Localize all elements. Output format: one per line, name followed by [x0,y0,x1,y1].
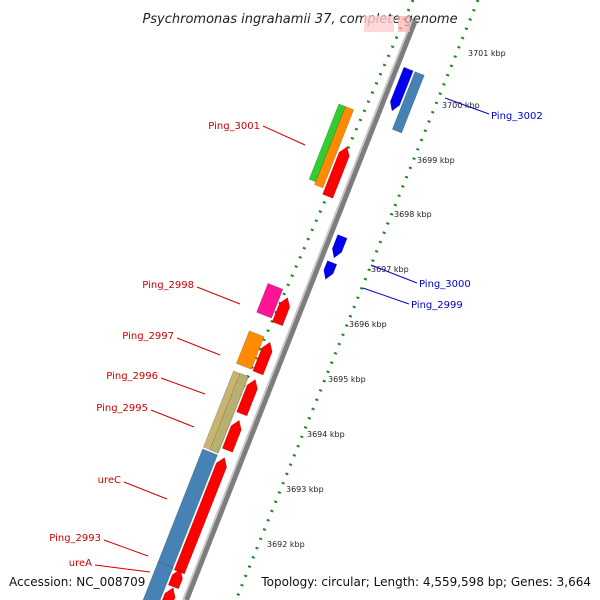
label-leader-line [160,377,206,395]
gene-feature-cds_fwd [271,297,291,327]
gene-features [142,66,425,600]
tick-label: 3696 kbp [349,320,387,329]
gene-feature-cds_fwd [173,457,228,575]
gene-label[interactable]: Ping_2996 [106,371,158,382]
tick-label: 3699 kbp [417,156,455,165]
gene-label[interactable]: Ping_3001 [208,121,260,132]
gene-feature-cog_fwd [209,373,249,454]
label-leader-line [262,125,306,146]
tick-label: 3694 kbp [307,430,345,439]
gene-feature-cds_fwd [162,587,176,600]
gene-feature-cog_fwd [308,103,346,183]
tick-labels: 3701 kbp 3700 kbp 3699 kbp 3698 kbp 3697 kbp… [267,49,506,549]
tick-label: 3692 kbp [267,540,305,549]
gene-feature-cog_fwd [236,330,265,370]
gene-feature-cog_fwd [314,106,355,189]
gene-label[interactable]: Ping_3002 [491,111,543,122]
gene-feature-cog_fwd [256,283,284,319]
label-leader-line [362,287,410,305]
genome-backbone-highlight [182,19,413,600]
gene-label[interactable]: ureA [69,558,92,569]
label-leader-line [150,409,195,428]
label-leader-line [123,481,168,500]
gene-labels: Ping_3001 Ping_2998 Ping_2997 Ping_2996 Ping… [49,111,542,569]
faded-feature [364,16,394,32]
tick-label: 3693 kbp [286,485,324,494]
gene-label[interactable]: ureC [98,475,121,486]
accession-text: Accession: NC_008709 [9,575,146,589]
gene-feature-cog_fwd [142,561,174,600]
gene-label[interactable]: Ping_2997 [122,331,174,342]
label-leader-line [370,264,418,284]
gene-feature-cds_rev [323,260,338,280]
tick-label: 3700 kbp [442,101,480,110]
gene-feature-cds_fwd [252,341,273,376]
label-leaders [94,97,490,573]
label-leader-line [94,564,151,573]
gene-label[interactable]: Ping_2995 [96,403,148,414]
label-leader-line [196,286,241,305]
genome-summary-text: Topology: circular; Length: 4,559,598 bp… [261,575,591,589]
tick-label: 3698 kbp [394,210,432,219]
gene-feature-cds_rev [389,66,414,112]
tick-label: 3697 kbp [371,265,409,274]
genome-backbone [183,18,418,600]
gene-feature-cds_fwd [167,568,183,590]
gene-label[interactable]: Ping_2993 [49,533,101,544]
label-leader-line [176,337,221,356]
gene-feature-cog_rev [391,71,425,134]
gene-feature-cds_fwd [236,379,258,417]
tick-label: 3701 kbp [468,49,506,58]
gene-feature-cds_rev [331,234,348,259]
label-leader-line [444,97,490,115]
gene-feature-cds_fwd [322,146,350,199]
gene-label[interactable]: Ping_3000 [419,279,471,290]
gene-feature-cds_fwd [221,419,242,453]
faded-feature [398,16,410,32]
label-leader-line [103,539,149,557]
gene-label[interactable]: Ping_2999 [411,300,463,311]
tick-label: 3695 kbp [328,375,366,384]
gene-label[interactable]: Ping_2998 [142,280,194,291]
